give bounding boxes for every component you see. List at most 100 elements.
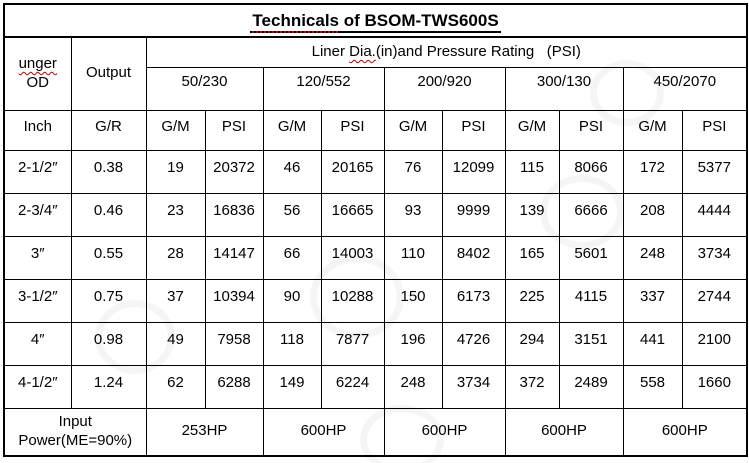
group-header: 300/130 [504, 66, 624, 111]
technicals-table: Technicals of BSOM-TWS600S unger OD Outp… [3, 3, 749, 457]
cell-gm: 150 [383, 278, 443, 323]
cell-inch: 4-1/2″ [3, 364, 72, 409]
cell-psi: 2744 [681, 278, 748, 323]
input-power-label: Input Power(ME=90%) [3, 407, 147, 457]
cell-gr: 0.98 [70, 321, 147, 366]
cell-gm: 46 [262, 149, 322, 194]
cell-psi: 5377 [681, 149, 748, 194]
cell-gm: 172 [622, 149, 683, 194]
group-header: 450/2070 [622, 66, 748, 111]
input-power-value: 600HP [504, 407, 624, 457]
header-od-line1: unger [18, 55, 57, 72]
cell-psi: 7958 [204, 321, 264, 366]
header-od-cell: unger OD [3, 36, 72, 111]
cell-psi: 6173 [441, 278, 506, 323]
cell-gm: 248 [622, 235, 683, 280]
cell-inch: 3″ [3, 235, 72, 280]
cell-gm: 441 [622, 321, 683, 366]
cell-psi: 20372 [204, 149, 264, 194]
cell-psi: 6666 [558, 192, 624, 237]
cell-psi: 3734 [681, 235, 748, 280]
subheader-inch: Inch [3, 109, 72, 151]
cell-gm: 337 [622, 278, 683, 323]
table-row: 3-1/2″ 0.75 37 10394 90 10288 150 6173 2… [3, 278, 748, 323]
input-power-value: 600HP [622, 407, 748, 457]
cell-gm: 28 [145, 235, 206, 280]
group-header: 200/920 [383, 66, 506, 111]
input-power-value: 253HP [145, 407, 264, 457]
cell-gm: 208 [622, 192, 683, 237]
cell-inch: 2-1/2″ [3, 149, 72, 194]
subheader-psi: PSI [204, 109, 264, 151]
cell-psi: 20165 [320, 149, 385, 194]
footer-row: Input Power(ME=90%) 253HP 600HP 600HP 60… [3, 407, 748, 457]
title-row: Technicals of BSOM-TWS600S [3, 3, 748, 38]
subheader-gr: G/R [70, 109, 147, 151]
cell-psi: 14003 [320, 235, 385, 280]
input-power-value: 600HP [383, 407, 506, 457]
input-power-value: 600HP [262, 407, 385, 457]
cell-gm: 110 [383, 235, 443, 280]
cell-gm: 49 [145, 321, 206, 366]
cell-gm: 90 [262, 278, 322, 323]
subheader-gm: G/M [383, 109, 443, 151]
subheader-psi: PSI [681, 109, 748, 151]
cell-psi: 6288 [204, 364, 264, 409]
cell-psi: 8402 [441, 235, 506, 280]
cell-gm: 62 [145, 364, 206, 409]
cell-gm: 196 [383, 321, 443, 366]
table-row: 2-1/2″ 0.38 19 20372 46 20165 76 12099 1… [3, 149, 748, 194]
cell-gm: 115 [504, 149, 560, 194]
header-row-sub: Inch G/R G/M PSI G/M PSI G/M PSI G/M PSI… [3, 109, 748, 151]
cell-psi: 3734 [441, 364, 506, 409]
subheader-psi: PSI [441, 109, 506, 151]
header-row-liner: unger OD Output Liner Dia.(in)and Pressu… [3, 36, 748, 111]
cell-gm: 66 [262, 235, 322, 280]
cell-psi: 4444 [681, 192, 748, 237]
cell-psi: 6224 [320, 364, 385, 409]
cell-gm: 139 [504, 192, 560, 237]
cell-psi: 4726 [441, 321, 506, 366]
subheader-gm: G/M [262, 109, 322, 151]
cell-psi: 7877 [320, 321, 385, 366]
cell-psi: 1660 [681, 364, 748, 409]
cell-gm: 149 [262, 364, 322, 409]
cell-gm: 23 [145, 192, 206, 237]
cell-gm: 165 [504, 235, 560, 280]
cell-gm: 248 [383, 364, 443, 409]
liner-dia-word: Dia. [349, 42, 376, 60]
table-row: 2-3/4″ 0.46 23 16836 56 16665 93 9999 13… [3, 192, 748, 237]
header-row-groups: 50/230 120/552 200/920 300/130 450/2070 [4, 66, 748, 111]
cell-psi: 2489 [558, 364, 624, 409]
cell-gm: 93 [383, 192, 443, 237]
cell-gm: 37 [145, 278, 206, 323]
cell-gm: 19 [145, 149, 206, 194]
cell-psi: 3151 [558, 321, 624, 366]
cell-psi: 10288 [320, 278, 385, 323]
subheader-gm: G/M [145, 109, 206, 151]
cell-gm: 118 [262, 321, 322, 366]
cell-gr: 0.75 [70, 278, 147, 323]
cell-gm: 76 [383, 149, 443, 194]
subheader-psi: PSI [320, 109, 385, 151]
cell-gm: 558 [622, 364, 683, 409]
group-header: 120/552 [262, 66, 385, 111]
table-row: 3″ 0.55 28 14147 66 14003 110 8402 165 5… [3, 235, 748, 280]
table-title: Technicals of BSOM-TWS600S [3, 3, 748, 38]
subheader-gm: G/M [504, 109, 560, 151]
group-header: 50/230 [145, 66, 264, 111]
title-text: Technicals of BSOM-TWS600S [250, 10, 501, 33]
cell-inch: 2-3/4″ [3, 192, 72, 237]
table-row: 4-1/2″ 1.24 62 6288 149 6224 248 3734 37… [3, 364, 748, 409]
cell-psi: 16665 [320, 192, 385, 237]
cell-gr: 1.24 [70, 364, 147, 409]
cell-psi: 4115 [558, 278, 624, 323]
cell-gm: 225 [504, 278, 560, 323]
cell-gm: 56 [262, 192, 322, 237]
cell-psi: 8066 [558, 149, 624, 194]
subheader-gm: G/M [622, 109, 683, 151]
cell-gm: 294 [504, 321, 560, 366]
cell-psi: 2100 [681, 321, 748, 366]
cell-psi: 10394 [204, 278, 264, 323]
